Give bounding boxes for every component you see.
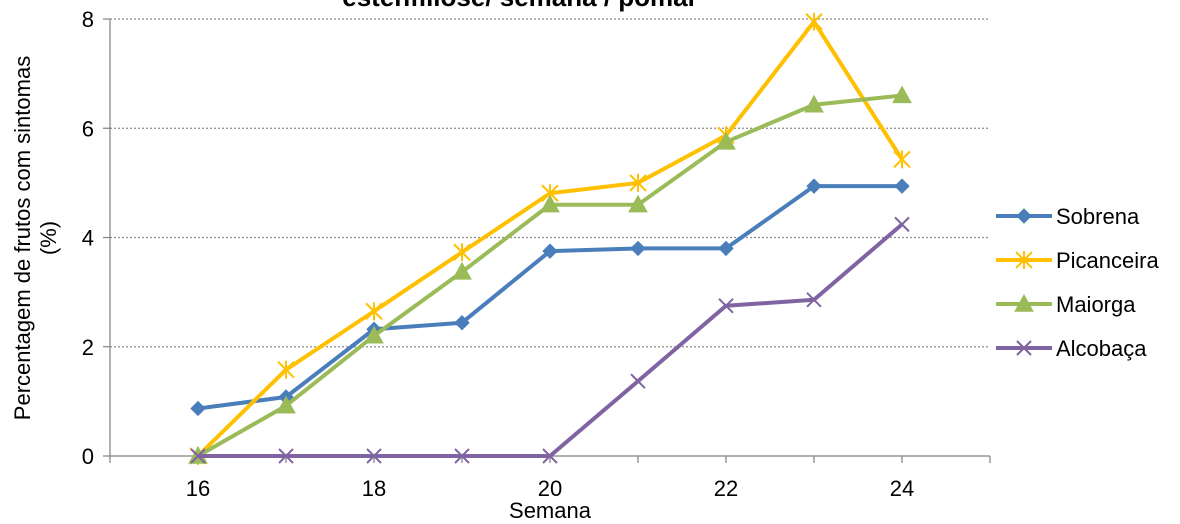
data-point (278, 448, 294, 464)
legend-item: Picanceira (996, 248, 1159, 273)
x-tick-label: 24 (890, 476, 914, 501)
x-tick-label: 20 (538, 476, 562, 501)
legend-item: Alcobaça (996, 336, 1147, 361)
y-tick-labels: 0 2 4 6 8 (82, 7, 94, 469)
data-point (716, 131, 736, 150)
data-point (452, 261, 472, 280)
data-point (806, 292, 822, 308)
x-tick-label: 16 (186, 476, 210, 501)
data-point (542, 243, 558, 259)
series-alcobaça (190, 216, 910, 464)
x-tick-labels: 16 18 20 22 24 (186, 476, 914, 501)
data-point (190, 448, 206, 464)
data-point (628, 194, 648, 213)
data-point (453, 243, 471, 262)
legend-label: Alcobaça (1056, 336, 1147, 361)
chart-title: estenfiliose/ semana / pomar (342, 0, 697, 12)
series-picanceira (189, 12, 911, 465)
series-line (197, 184, 902, 411)
y-tick-label: 6 (82, 116, 94, 141)
data-point (806, 178, 822, 194)
y-tick-label: 2 (82, 335, 94, 360)
data-point (365, 302, 383, 321)
data-point (892, 85, 912, 104)
y-axis-title-line1: Percentagem de frutos com sintomas (10, 56, 35, 420)
legend-item: Sobrena (996, 204, 1140, 229)
data-point (276, 395, 296, 414)
data-point (454, 448, 470, 464)
y-tick-label: 8 (82, 7, 94, 32)
data-point (366, 448, 382, 464)
data-point (364, 325, 384, 344)
data-point (805, 12, 823, 31)
series-line (197, 93, 903, 458)
legend-label: Picanceira (1056, 248, 1159, 273)
legend: Sobrena Picanceira Maiorga Alcobaça (996, 204, 1159, 361)
data-point (630, 240, 646, 257)
data-point (542, 448, 558, 464)
data-point (540, 194, 560, 213)
data-point (894, 216, 910, 233)
data-point (454, 315, 470, 331)
series-maiorga (188, 85, 912, 464)
series-line (198, 222, 904, 458)
data-point (190, 400, 206, 417)
data-point (804, 94, 824, 113)
data-point (718, 298, 734, 314)
data-point (1016, 208, 1032, 224)
legend-label: Sobrena (1056, 204, 1140, 229)
grid-lines (110, 18, 990, 348)
data-point (1015, 251, 1033, 269)
data-point (1016, 340, 1032, 356)
y-axis-title-line2: (%) (36, 221, 61, 255)
y-tick-label: 0 (82, 444, 94, 469)
y-tick-label: 4 (82, 226, 94, 251)
data-point (277, 360, 295, 379)
x-axis-title: Semana (509, 498, 592, 523)
data-point (894, 178, 910, 194)
data-point (718, 240, 734, 257)
legend-item: Maiorga (996, 292, 1136, 317)
data-point (893, 150, 911, 169)
x-tick-label: 22 (714, 476, 738, 501)
data-point (1014, 293, 1034, 312)
series-sobrena (190, 178, 910, 417)
data-point (629, 173, 647, 192)
legend-label: Maiorga (1056, 292, 1136, 317)
data-point (630, 373, 646, 389)
x-tick-label: 18 (362, 476, 386, 501)
series-group (188, 12, 912, 465)
